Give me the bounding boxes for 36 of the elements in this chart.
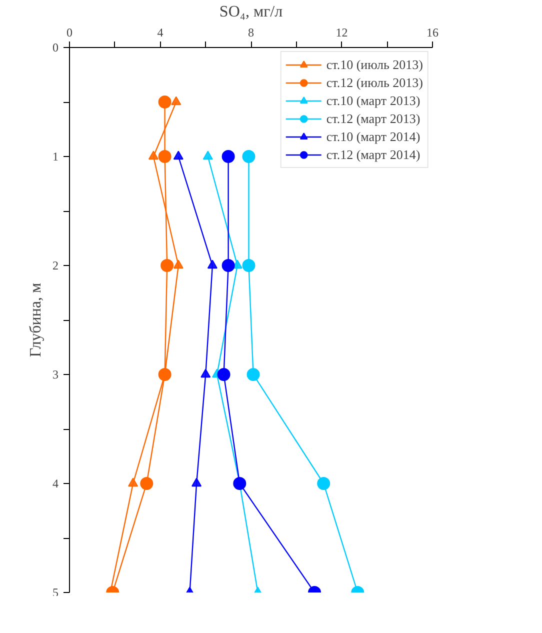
point xyxy=(207,260,218,269)
y-tick-label: 1 xyxy=(52,150,58,164)
point xyxy=(173,260,184,269)
x-tick-label: 8 xyxy=(248,26,254,40)
point xyxy=(222,150,235,163)
x-tick-label: 0 xyxy=(66,26,72,40)
point xyxy=(128,478,138,487)
point xyxy=(202,150,213,160)
x-tick-label: 12 xyxy=(336,26,348,40)
legend-label: ст.12 (июль 2013) xyxy=(326,74,423,91)
x-axis-title: SO₄, мг/л xyxy=(219,4,283,20)
y-tick-label: 3 xyxy=(52,368,58,382)
y-tick-label: 4 xyxy=(52,476,58,490)
point xyxy=(222,259,235,272)
point xyxy=(242,259,256,272)
legend-label: ст.10 (март 2014) xyxy=(326,128,420,145)
point xyxy=(217,368,230,381)
point xyxy=(158,150,172,163)
point xyxy=(192,478,202,487)
x-tick-label: 4 xyxy=(157,26,164,40)
point xyxy=(173,150,184,160)
point xyxy=(246,368,260,381)
point xyxy=(160,259,174,272)
point xyxy=(171,96,182,106)
y-tick-label: 2 xyxy=(52,258,58,272)
y-axis-title: Глубина, м xyxy=(28,282,44,358)
legend-label: ст.10 (март 2013) xyxy=(326,92,420,109)
point xyxy=(242,150,256,163)
point xyxy=(200,368,211,378)
point xyxy=(158,96,172,108)
point xyxy=(148,150,158,160)
legend-label: ст.10 (июль 2013) xyxy=(326,56,423,73)
y-tick-label: 0 xyxy=(52,40,58,54)
x-tick-label: 16 xyxy=(426,26,438,40)
legend-label: ст.12 (март 2013) xyxy=(326,110,420,127)
legend-label: ст.12 (март 2014) xyxy=(326,146,420,163)
